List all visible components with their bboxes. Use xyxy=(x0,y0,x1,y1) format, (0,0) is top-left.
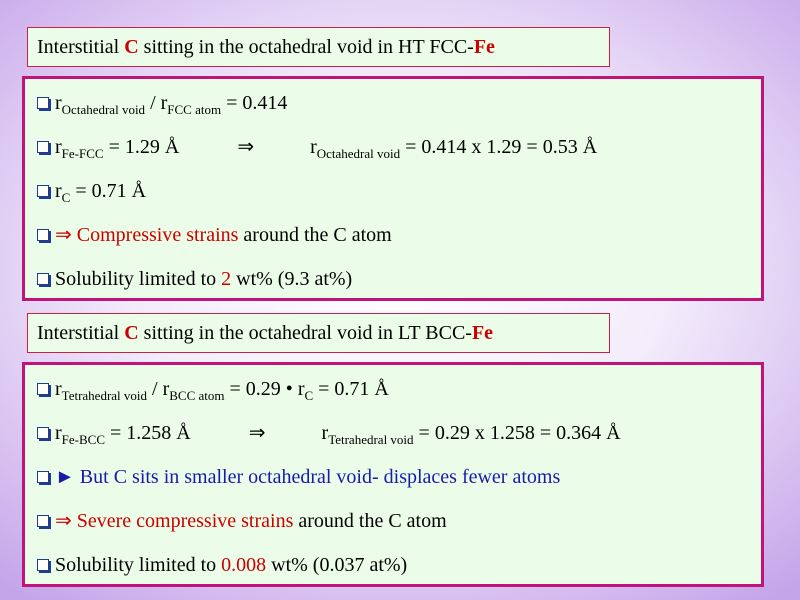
text: r xyxy=(55,422,62,444)
bullet xyxy=(37,383,49,395)
text: = 1.258 Å xyxy=(105,422,191,444)
text: ► But C sits in smaller octahedral void-… xyxy=(55,466,561,488)
text: r xyxy=(55,180,62,202)
text: r xyxy=(55,92,62,114)
bullet-item: rFe-FCC = 1.29 Å ⇒ rOctahedral void = 0.41… xyxy=(37,135,597,166)
subscript: BCC atom xyxy=(169,388,225,403)
bullet xyxy=(37,141,49,153)
section-title: Interstitial C sitting in the octahedral… xyxy=(37,322,493,345)
bullet xyxy=(37,273,49,285)
text: around the C atom xyxy=(238,224,392,246)
text: r xyxy=(321,422,329,444)
dot: • xyxy=(285,378,293,400)
bullet xyxy=(37,97,49,109)
subscript: Tetrahedral void xyxy=(328,432,414,447)
subscript: Octahedral void xyxy=(61,102,146,117)
bullet-item: Solubility limited to 2 wt% (9.3 at%) xyxy=(37,267,352,291)
text: C xyxy=(124,36,139,58)
text: sitting in the octahedral void in LT BCC… xyxy=(138,322,472,344)
subscript: Octahedral void xyxy=(316,146,401,161)
bullet-item: rOctahedral void / rFCC atom = 0.414 xyxy=(37,91,287,122)
text: = 1.29 Å xyxy=(103,136,180,158)
text: = 0.414 xyxy=(221,92,288,114)
text: r xyxy=(292,378,305,400)
text: = 0.71 Å xyxy=(70,180,147,202)
bullet xyxy=(37,515,49,527)
content-box: rTetrahedral void / rBCC atom = 0.29 • r… xyxy=(22,362,764,587)
text: Interstitial xyxy=(37,322,125,344)
subscript: Fe-BCC xyxy=(61,432,106,447)
subscript: Tetrahedral void xyxy=(61,388,148,403)
subscript: C xyxy=(61,190,71,205)
section-title: Interstitial C sitting in the octahedral… xyxy=(37,36,495,59)
bullet xyxy=(37,427,49,439)
text: / r xyxy=(145,92,168,114)
text: wt% (9.3 at%) xyxy=(231,268,353,290)
text: Fe xyxy=(473,36,495,58)
bullet-item: ⇒ Severe compressive strains around the … xyxy=(37,509,447,533)
subscript: C xyxy=(304,388,314,403)
subscript: FCC atom xyxy=(167,102,222,117)
text: = 0.29 x 1.258 = 0.364 Å xyxy=(413,422,621,444)
arrow: ⇒ xyxy=(248,422,266,444)
text: Fe xyxy=(471,322,494,344)
text: = 0.71 Å xyxy=(313,378,389,400)
text: / r xyxy=(147,378,170,400)
bullet xyxy=(37,185,49,197)
bullet-item: ⇒ Compressive strains around the C atom xyxy=(37,223,392,247)
bullet-item: rTetrahedral void / rBCC atom = 0.29 • r… xyxy=(37,377,389,408)
bullet-item: Solubility limited to 0.008 wt% (0.037 a… xyxy=(37,553,407,577)
bullet-item: rFe-BCC = 1.258 Å ⇒ rTetrahedral void = 0.… xyxy=(37,421,621,452)
text: = 0.29 xyxy=(224,378,286,400)
text: Interstitial xyxy=(37,36,125,58)
text: r xyxy=(55,378,62,400)
content-box: rOctahedral void / rFCC atom = 0.414 rFe… xyxy=(22,76,764,301)
text: sitting in the octahedral void in HT FCC… xyxy=(138,36,474,58)
section-title-box: Interstitial C sitting in the octahedral… xyxy=(27,27,610,67)
text: r xyxy=(55,136,62,158)
text: ⇒ Severe compressive strains xyxy=(55,510,294,532)
text: 2 xyxy=(221,268,232,290)
bullet-item: rC = 0.71 Å xyxy=(37,179,146,210)
bullet-item: ► But C sits in smaller octahedral void-… xyxy=(37,465,560,489)
bullet xyxy=(37,229,49,241)
section-title-box: Interstitial C sitting in the octahedral… xyxy=(27,313,610,353)
text: r xyxy=(310,136,317,158)
text: C xyxy=(124,322,139,344)
text: ⇒ Compressive strains xyxy=(55,224,239,246)
text: Solubility limited to xyxy=(55,268,222,290)
text: Solubility limited to xyxy=(55,554,222,576)
text: wt% (0.037 at%) xyxy=(266,554,408,576)
bullet xyxy=(37,471,49,483)
subscript: Fe-FCC xyxy=(61,146,104,161)
arrow: ⇒ xyxy=(237,136,255,158)
text: 0.008 xyxy=(221,554,267,576)
bullet xyxy=(37,559,49,571)
text: = 0.414 x 1.29 = 0.53 Å xyxy=(400,136,598,158)
text: around the C atom xyxy=(293,510,447,532)
